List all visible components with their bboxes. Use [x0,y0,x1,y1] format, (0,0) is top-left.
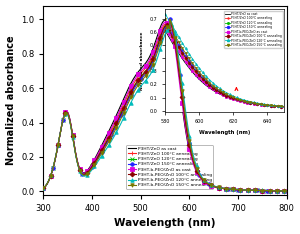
P3HT-b-PEO/ZnO 150°C annealing [54,155,58,157]
P3HT/ZnO 120°C annealing [278,190,281,192]
P3HT/ZnO as cast [160,23,164,26]
P3HT-b-PEO/ZnO 120°C annealing [233,188,237,191]
P3HT/ZnO 150°C annealing [285,190,288,192]
P3HT/ZnO 100°C annealing [168,18,172,21]
P3HT-b-PEO/ZnO 120°C annealing [278,189,281,192]
P3HT-b-PEO/ZnO 150°C annealing [160,37,164,40]
P3HT-b-PEO/ZnO 150°C annealing [285,190,288,192]
P3HT-b-PEO/ZnO 150°C annealing [278,190,281,192]
P3HT/ZnO as cast [153,41,157,44]
P3HT-b-PEO/ZnO as cast [54,155,58,158]
P3HT/ZnO as cast [278,190,281,192]
P3HT-b-PEO/ZnO as cast [233,188,237,191]
P3HT/ZnO 100°C annealing [42,187,45,190]
P3HT/ZnO 120°C annealing [278,190,281,192]
P3HT/ZnO as cast [285,190,288,192]
P3HT-b-PEO/ZnO 120°C annealing [278,189,281,192]
P3HT-b-PEO/ZnO as cast [153,45,157,48]
Line: P3HT-b-PEO/ZnO as cast: P3HT-b-PEO/ZnO as cast [42,18,288,193]
P3HT/ZnO 150°C annealing [278,190,281,192]
P3HT/ZnO 150°C annealing [153,55,157,57]
P3HT/ZnO 100°C annealing [278,190,281,192]
P3HT-b-PEO/ZnO as cast [168,18,172,21]
P3HT/ZnO 120°C annealing [160,32,164,35]
P3HT-b-PEO/ZnO 100°C annealing [153,52,157,55]
P3HT-b-PEO/ZnO as cast [160,26,164,29]
P3HT/ZnO as cast [233,188,237,191]
P3HT-b-PEO/ZnO as cast [278,190,281,192]
P3HT/ZnO 100°C annealing [54,155,58,158]
Line: P3HT-b-PEO/ZnO 100°C annealing: P3HT-b-PEO/ZnO 100°C annealing [42,18,288,193]
P3HT-b-PEO/ZnO 120°C annealing [285,190,288,192]
P3HT-b-PEO/ZnO as cast [285,190,288,192]
Line: P3HT-b-PEO/ZnO 120°C annealing: P3HT-b-PEO/ZnO 120°C annealing [42,18,288,193]
P3HT-b-PEO/ZnO 120°C annealing [153,63,157,66]
P3HT-b-PEO/ZnO as cast [278,190,281,192]
P3HT-b-PEO/ZnO 100°C annealing [160,32,164,35]
P3HT/ZnO as cast [54,155,58,158]
P3HT/ZnO 120°C annealing [233,188,237,191]
P3HT/ZnO 150°C annealing [160,35,164,37]
P3HT-b-PEO/ZnO 120°C annealing [168,18,172,21]
P3HT-b-PEO/ZnO 100°C annealing [285,190,288,192]
P3HT-b-PEO/ZnO 100°C annealing [54,155,58,158]
Legend: P3HT/ZnO as cast, P3HT/ZnO 100°C annealing, P3HT/ZnO 120°C annealing, P3HT/ZnO 1: P3HT/ZnO as cast, P3HT/ZnO 100°C anneali… [126,145,213,189]
P3HT-b-PEO/ZnO 100°C annealing [42,187,45,190]
P3HT/ZnO 150°C annealing [233,188,237,191]
P3HT/ZnO 150°C annealing [54,155,58,158]
P3HT/ZnO 150°C annealing [42,187,45,190]
P3HT-b-PEO/ZnO 150°C annealing [42,187,45,190]
P3HT-b-PEO/ZnO 150°C annealing [278,190,281,192]
P3HT/ZnO as cast [168,18,172,21]
P3HT-b-PEO/ZnO 150°C annealing [168,18,172,21]
P3HT/ZnO 100°C annealing [153,48,157,51]
P3HT-b-PEO/ZnO 120°C annealing [160,43,164,46]
P3HT/ZnO 100°C annealing [285,190,288,192]
P3HT/ZnO 120°C annealing [42,187,45,190]
P3HT/ZnO 120°C annealing [285,190,288,192]
P3HT-b-PEO/ZnO 120°C annealing [54,154,58,157]
P3HT-b-PEO/ZnO 120°C annealing [42,187,45,190]
P3HT/ZnO 120°C annealing [168,18,172,21]
P3HT-b-PEO/ZnO 100°C annealing [278,190,281,192]
P3HT/ZnO 150°C annealing [168,18,172,21]
P3HT/ZnO 100°C annealing [160,29,164,32]
P3HT/ZnO as cast [278,190,281,192]
P3HT/ZnO 120°C annealing [54,155,58,158]
Y-axis label: Normalized absorbance: Normalized absorbance [6,35,16,165]
P3HT/ZnO 100°C annealing [278,190,281,192]
X-axis label: Wavelength (nm): Wavelength (nm) [114,219,216,228]
Line: P3HT/ZnO 150°C annealing: P3HT/ZnO 150°C annealing [42,18,288,193]
Line: P3HT/ZnO 100°C annealing: P3HT/ZnO 100°C annealing [42,18,288,193]
Line: P3HT/ZnO 120°C annealing: P3HT/ZnO 120°C annealing [42,18,288,193]
P3HT-b-PEO/ZnO 150°C annealing [233,188,237,191]
P3HT/ZnO 100°C annealing [233,188,237,191]
P3HT/ZnO as cast [42,187,45,190]
P3HT-b-PEO/ZnO as cast [42,187,45,190]
Line: P3HT-b-PEO/ZnO 150°C annealing: P3HT-b-PEO/ZnO 150°C annealing [42,18,288,193]
Line: P3HT/ZnO as cast: P3HT/ZnO as cast [44,19,286,191]
P3HT/ZnO 120°C annealing [153,51,157,54]
P3HT-b-PEO/ZnO 100°C annealing [168,18,172,21]
P3HT-b-PEO/ZnO 100°C annealing [278,190,281,192]
P3HT-b-PEO/ZnO 150°C annealing [153,57,157,60]
P3HT/ZnO 150°C annealing [278,190,281,192]
P3HT-b-PEO/ZnO 100°C annealing [233,188,237,191]
